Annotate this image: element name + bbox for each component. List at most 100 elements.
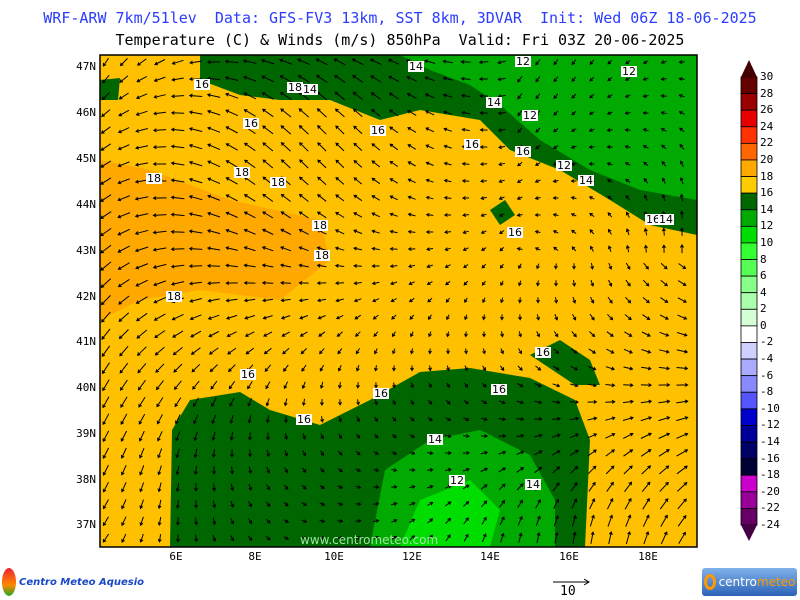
wind-arrow — [389, 212, 398, 217]
wind-arrow — [245, 347, 255, 355]
wind-arrow — [153, 280, 167, 287]
wind-arrow — [152, 230, 167, 235]
wind-arrow — [535, 127, 541, 133]
wind-arrow — [428, 365, 432, 372]
wind-arrow — [120, 430, 128, 442]
wind-arrow — [225, 211, 238, 218]
wind-arrow — [570, 348, 578, 354]
wind-arrow — [206, 93, 221, 98]
wind-arrow — [500, 348, 504, 355]
wind-arrow — [334, 246, 345, 251]
wind-arrow — [152, 263, 167, 269]
wind-arrow — [444, 264, 451, 268]
longitude-label: 18E — [638, 550, 658, 563]
centro-meteo-aquesio-logo[interactable]: Centro Meteo Aquesio — [2, 568, 144, 596]
wind-arrow — [676, 366, 689, 371]
wind-arrow — [337, 348, 343, 355]
wind-arrow — [640, 449, 652, 457]
wind-arrow — [206, 109, 221, 116]
wind-arrow — [497, 128, 506, 133]
wind-arrow — [427, 534, 433, 541]
wind-arrow — [391, 485, 398, 489]
contour-label: 16 — [194, 78, 210, 91]
contour-label: 14 — [408, 60, 424, 73]
wind-arrow — [102, 516, 109, 527]
wind-arrow — [606, 481, 614, 492]
wind-arrow — [135, 110, 148, 116]
wind-arrow — [373, 468, 380, 472]
wind-arrow — [498, 450, 507, 455]
centrometeo-logo[interactable]: centrometeo — [702, 568, 797, 596]
colorbar-label: 28 — [760, 86, 774, 100]
latitude-label: 46N — [76, 106, 96, 119]
wind-arrow — [175, 534, 180, 543]
wind-arrow — [551, 416, 561, 421]
wind-arrow — [337, 502, 344, 506]
wind-arrow — [553, 515, 559, 527]
wind-arrow — [170, 127, 185, 132]
wind-arrow — [551, 450, 561, 456]
wind-arrow — [188, 281, 203, 286]
wind-arrow — [188, 177, 203, 184]
wind-arrow — [170, 110, 185, 115]
wind-arrow — [194, 500, 199, 509]
contour-label: 12 — [621, 65, 637, 78]
wind-arrow — [499, 516, 505, 526]
wind-arrow — [207, 314, 220, 320]
wind-arrow — [606, 162, 613, 166]
longitude-label: 14E — [480, 550, 500, 563]
wind-arrow — [409, 518, 416, 524]
wind-arrow — [353, 229, 363, 235]
wind-arrow — [102, 430, 110, 443]
wind-arrow — [371, 195, 381, 201]
wind-arrow — [679, 143, 685, 150]
wind-arrow — [607, 296, 613, 304]
contour-label: 18 — [234, 166, 250, 179]
wind-arrow — [338, 416, 342, 423]
wind-arrow — [333, 58, 346, 66]
wind-arrow — [335, 159, 345, 169]
wind-arrow — [283, 484, 289, 490]
wind-arrow — [391, 502, 398, 506]
wind-arrow — [552, 365, 560, 371]
wind-arrow — [225, 160, 238, 168]
temp-fill-18-20 — [100, 160, 330, 320]
wind-arrow — [500, 331, 504, 338]
wind-arrow — [264, 364, 272, 372]
wind-arrow — [571, 246, 577, 252]
wind-arrow — [588, 196, 595, 200]
wind-arrow — [247, 432, 252, 441]
wind-arrow — [428, 331, 432, 338]
wind-arrow — [588, 111, 595, 115]
wind-arrow — [463, 280, 469, 286]
wind-arrow — [188, 264, 203, 269]
colorbar-bottom-arrow — [741, 525, 757, 541]
wind-arrow — [194, 517, 199, 526]
wind-arrow — [571, 93, 577, 99]
wind-arrow — [389, 126, 399, 134]
wind-arrow — [479, 110, 488, 115]
wind-arrow — [139, 482, 145, 493]
wind-arrow — [119, 362, 129, 374]
colorbar-label: -2 — [760, 335, 774, 349]
wind-arrow — [677, 314, 688, 320]
wind-arrow — [498, 145, 506, 150]
wind-arrow — [409, 501, 416, 506]
wind-arrow — [370, 92, 381, 100]
wind-arrow — [660, 262, 668, 270]
temp-fill-14-16-nw — [100, 78, 120, 100]
wind-arrow — [174, 397, 182, 408]
wind-arrow — [298, 228, 309, 235]
wind-arrow — [676, 465, 688, 475]
wind-arrow — [243, 92, 257, 100]
wind-arrow — [642, 94, 649, 98]
wind-arrow — [535, 515, 541, 526]
wind-arrow — [265, 501, 271, 507]
wind-arrow — [642, 514, 650, 527]
wind-arrow — [498, 417, 507, 422]
wind-arrow — [463, 500, 470, 507]
wind-arrow — [624, 497, 632, 510]
wind-arrow — [389, 264, 398, 269]
wind-arrow — [624, 481, 633, 492]
wind-arrow — [409, 468, 416, 472]
